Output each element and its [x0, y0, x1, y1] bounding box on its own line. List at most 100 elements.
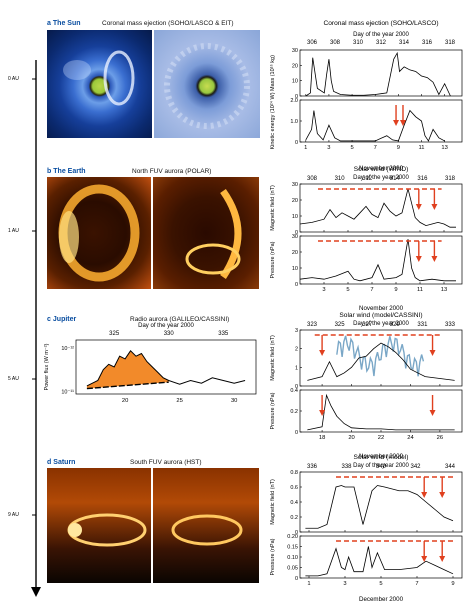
- d-x-tick-label: 7: [415, 581, 418, 587]
- b-y-axis-label: Magnetic field (nT): [270, 185, 276, 231]
- d-y-tick-label: 0.8: [290, 470, 298, 476]
- a-y-tick-label: 10: [292, 79, 298, 85]
- panel-b-label: b The Earth: [47, 168, 86, 175]
- d-top-tick: 340: [376, 464, 387, 470]
- c2-y-tick-label: 3: [295, 328, 298, 334]
- panel-c-caption: Radio aurora (GALILEO/CASSINI): [130, 316, 230, 323]
- c-x-tick-label: 25: [176, 398, 182, 404]
- a-top-tick: 310: [353, 40, 364, 46]
- b-subplot-frame: [299, 183, 463, 233]
- a-x-tick-label: 5: [350, 145, 353, 151]
- c2-x-tick-label: 20: [348, 435, 354, 441]
- c2-top-tick: 323: [307, 322, 318, 328]
- a-y-tick-label: 20: [292, 63, 298, 69]
- a-y-axis-label: Kinetic energy (10²⁴ W): [269, 92, 276, 149]
- b-top-tick: 314: [390, 176, 401, 182]
- b-x-tick-label: 3: [322, 287, 325, 293]
- d-x-tick-label: 5: [379, 581, 382, 587]
- a-x-tick-label: 1: [304, 145, 307, 151]
- c2-y-axis-label: Magnetic field (nT): [270, 335, 276, 381]
- red-arrow-icon: [393, 120, 400, 126]
- c-plot-frame: [75, 339, 257, 395]
- a-subplot-frame: [299, 49, 463, 97]
- c2-y-tick-label: 0.2: [290, 409, 298, 415]
- c2-y-axis-label: Pressure (nPa): [270, 392, 276, 429]
- b-y-tick-label: 10: [292, 266, 298, 272]
- earth-aurora-image-1: [47, 177, 151, 289]
- b-top-tick: 308: [307, 176, 318, 182]
- c-y-tick-label: 10⁻¹¹: [61, 389, 74, 395]
- c2-top-axis-label: Day of the year 2000: [353, 321, 409, 327]
- a-top-axis-label: Day of the year 2000: [353, 32, 409, 38]
- a-x-tick-label: 9: [397, 145, 400, 151]
- c2-x-axis-label: November 2000: [359, 453, 404, 458]
- c2-top-tick: 327: [362, 322, 373, 328]
- b-y-tick-label: 20: [292, 198, 298, 204]
- red-arrow-icon: [439, 492, 446, 498]
- b-x-axis-label: November 2000: [359, 305, 404, 312]
- d-y-tick-label: 0.6: [290, 485, 298, 491]
- c-orange-fill: [86, 350, 169, 389]
- b-top-axis-label: Day of the year 2000: [353, 175, 409, 181]
- saturn-aurora-image-2: [153, 468, 259, 583]
- c2-y-tick-label: 0.4: [290, 388, 298, 394]
- b-x-tick-label: 13: [441, 287, 447, 293]
- red-arrow-icon: [399, 120, 406, 126]
- d-chart-title: Solar wind (model): [354, 454, 409, 461]
- c2-y-tick-label: 2: [295, 347, 298, 353]
- distance-label-0au: 0 AU: [8, 76, 19, 82]
- c2-y-tick-label: 0: [295, 384, 298, 390]
- a-top-tick: 318: [445, 40, 456, 46]
- c2-top-tick: 333: [445, 322, 456, 328]
- c2-chart-title: Solar wind (model/CASSINI): [339, 312, 422, 319]
- c2-top-tick: 331: [417, 322, 428, 328]
- c2-y-tick-label: 0: [295, 430, 298, 436]
- b-chart-title: Solar wind (WIND): [354, 166, 409, 173]
- chart-c: Day of the year 2000 325 330 335 10⁻¹¹ 10⁻¹² P…: [44, 323, 257, 404]
- sun-cme-image-1: [47, 30, 152, 138]
- d-x-axis-label: December 2000: [359, 596, 404, 601]
- a-x-tick-label: 11: [418, 145, 424, 151]
- c2-x-tick-label: 22: [378, 435, 384, 441]
- d-y-tick-label: 0: [295, 576, 298, 582]
- red-arrow-icon: [415, 256, 422, 262]
- a-top-tick: 314: [399, 40, 410, 46]
- c-top-tick: 325: [109, 331, 120, 337]
- b-top-tick: 318: [445, 176, 456, 182]
- c2-measured-line: [336, 335, 425, 377]
- red-arrow-icon: [319, 350, 326, 356]
- chart-a: Coronal mass ejection (SOHO/LASCO) Day of…: [269, 20, 463, 172]
- red-arrow-icon: [431, 256, 438, 262]
- d-top-tick: 336: [307, 464, 318, 470]
- a-y-tick-label: 30: [292, 48, 298, 54]
- d-y-axis-label: Pressure (nPa): [270, 538, 276, 575]
- d-top-tick: 344: [445, 464, 456, 470]
- d-series-line: [305, 546, 454, 577]
- c2-series-line: [307, 393, 455, 431]
- b-y-tick-label: 30: [292, 234, 298, 240]
- sun-cme-image-2: [154, 30, 260, 138]
- c-baseline-dash: [86, 381, 169, 390]
- a-x-tick-label: 3: [327, 145, 330, 151]
- d-subplot-frame: [299, 535, 463, 579]
- b-top-tick: 312: [362, 176, 373, 182]
- red-arrow-icon: [421, 556, 428, 562]
- panel-c-label: c Jupiter: [47, 316, 77, 323]
- b-x-tick-label: 11: [417, 287, 423, 293]
- red-arrow-icon: [415, 204, 422, 210]
- a-top-tick: 308: [330, 40, 341, 46]
- d-top-axis-label: Day of the year 2000: [353, 463, 409, 469]
- d-x-tick-label: 9: [451, 581, 454, 587]
- a-y-tick-label: 0: [295, 140, 298, 146]
- c-top-tick: 330: [164, 331, 175, 337]
- c2-x-tick-label: 18: [319, 435, 325, 441]
- a-chart-title: Coronal mass ejection (SOHO/LASCO): [323, 20, 438, 27]
- panel-a-caption: Coronal mass ejection (SOHO/LASCO & EIT): [102, 20, 234, 27]
- c-x-tick-label: 30: [231, 398, 237, 404]
- b-y-tick-label: 20: [292, 250, 298, 256]
- c2-x-tick-label: 26: [437, 435, 443, 441]
- red-arrow-icon: [429, 410, 436, 416]
- red-arrow-icon: [421, 492, 428, 498]
- c-y-axis-label: Power flux (W m⁻²): [44, 343, 50, 390]
- a-y-tick-label: 2.0: [290, 98, 298, 104]
